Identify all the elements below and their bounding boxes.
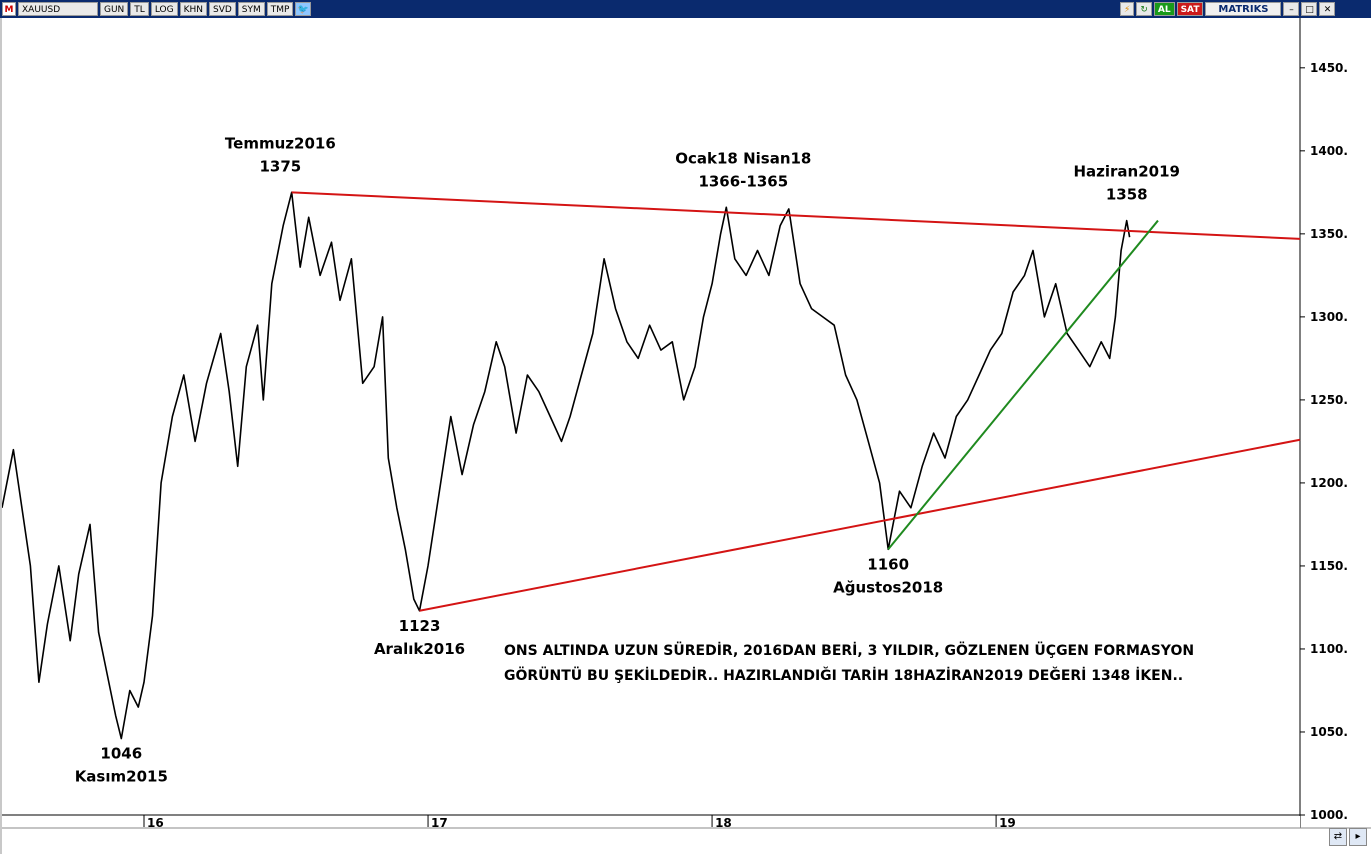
twitter-icon[interactable]: 🐦 (295, 2, 312, 16)
bottom-icons: ⇄ ▸ (1327, 828, 1367, 846)
annotation-label-4: 1160 (867, 555, 909, 573)
x-tick-label: 18 (715, 816, 732, 830)
x-axis-band (2, 816, 1300, 828)
x-tick-label: 19 (999, 816, 1016, 830)
symbol-field[interactable]: XAUUSD (18, 2, 98, 16)
y-tick-label: 1200. (1310, 476, 1348, 490)
note-line: GÖRÜNTÜ BU ŞEKİLDEDİR.. HAZIRLANDIĞI TAR… (504, 666, 1183, 684)
y-tick-label: 1300. (1310, 310, 1348, 324)
trendline-1 (419, 438, 1301, 612)
annotation-label-5: Kasım2015 (75, 768, 168, 786)
close-button[interactable]: ✕ (1319, 2, 1336, 16)
y-tick-label: 1250. (1310, 393, 1348, 407)
period-button[interactable]: GUN (100, 2, 129, 16)
y-tick-label: 1000. (1310, 808, 1348, 822)
sync-icon[interactable]: ⇄ (1329, 828, 1347, 846)
currency-button[interactable]: TL (130, 2, 149, 16)
plot-area (2, 18, 1300, 828)
annotation-label-3: 1123 (399, 617, 441, 635)
maximize-button[interactable]: □ (1301, 2, 1318, 16)
buy-button[interactable]: AL (1153, 2, 1175, 16)
minimize-button[interactable]: – (1283, 2, 1300, 16)
trendline-2 (887, 219, 1159, 550)
annotation-label-4: Ağustos2018 (833, 578, 943, 596)
annotation-label-2: Haziran2019 (1073, 163, 1180, 181)
x-tick-label: 16 (147, 816, 164, 830)
annotation-label-5: 1046 (100, 745, 142, 763)
trendline-0 (291, 191, 1301, 240)
scroll-right-icon[interactable]: ▸ (1349, 828, 1367, 846)
annotation-label-2: 1358 (1106, 186, 1148, 204)
toolbar-right: ⚡ ↻ AL SAT MATRIKS – □ ✕ (1118, 2, 1336, 16)
y-tick-label: 1350. (1310, 227, 1348, 241)
y-tick-label: 1050. (1310, 725, 1348, 739)
x-tick-label: 17 (431, 816, 448, 830)
frame-border (0, 18, 2, 854)
sell-button[interactable]: SAT (1176, 2, 1204, 16)
tmp-button[interactable]: TMP (266, 2, 294, 16)
price-chart[interactable]: 1000. 1050. 1100. 1150. 1200. 1250. 1300. 1350.… (2, 18, 1371, 854)
note-line: ONS ALTINDA UZUN SÜREDİR, 2016DAN BERİ, … (504, 641, 1194, 659)
annotation-label-1: Ocak18 Nisan18 (675, 149, 811, 167)
sym-button[interactable]: SYM (237, 2, 265, 16)
y-tick-label: 1450. (1310, 61, 1348, 75)
annotation-label-0: Temmuz2016 (225, 134, 336, 152)
y-tick-label: 1150. (1310, 559, 1348, 573)
khn-button[interactable]: KHN (179, 2, 207, 16)
toolbar: M XAUUSD GUN TL LOG KHN SVD SYM TMP 🐦 ⚡ … (0, 0, 1371, 18)
y-tick-label: 1100. (1310, 642, 1348, 656)
svd-button[interactable]: SVD (208, 2, 236, 16)
annotation-label-3: Aralık2016 (374, 640, 465, 658)
annotation-label-1: 1366-1365 (698, 172, 788, 190)
annotation-label-0: 1375 (259, 157, 301, 175)
y-tick-label: 1400. (1310, 144, 1348, 158)
log-button[interactable]: LOG (150, 2, 178, 16)
flash-icon[interactable]: ⚡ (1120, 2, 1135, 16)
refresh-icon[interactable]: ↻ (1136, 2, 1152, 16)
price-line-0 (2, 191, 1131, 740)
brand-logo: MATRIKS (1205, 2, 1282, 16)
app-logo[interactable]: M (2, 2, 16, 16)
